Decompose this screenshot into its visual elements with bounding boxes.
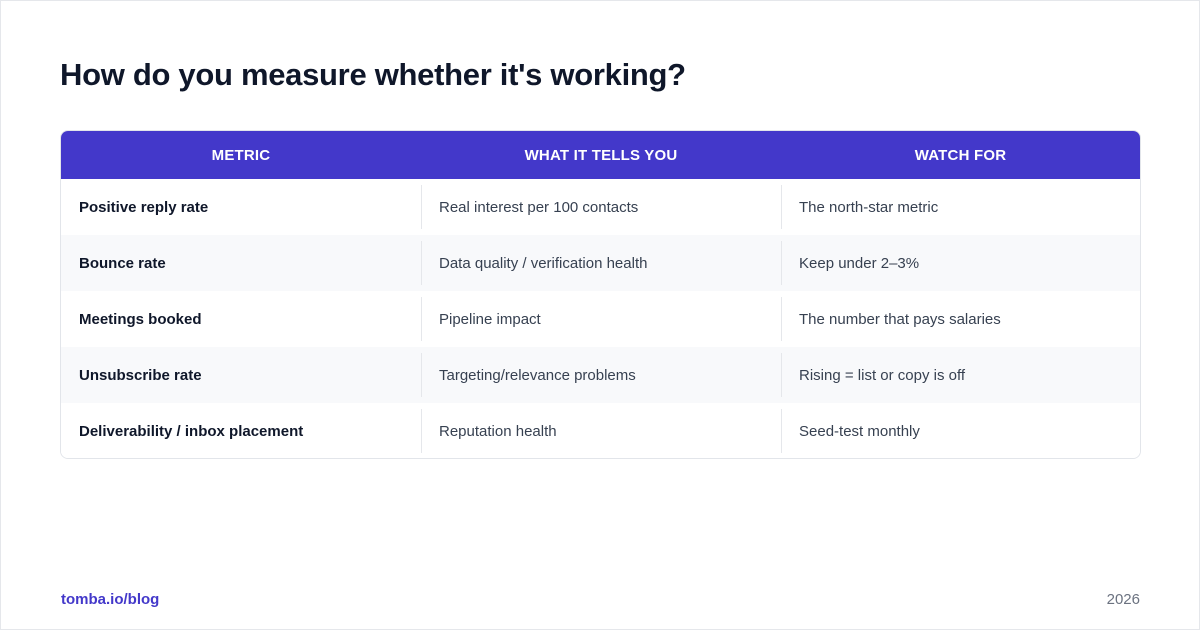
table-row: Deliverability / inbox placement Reputat… [61, 403, 1140, 458]
column-header-metric: METRIC [211, 146, 271, 164]
column-header-what-it-tells-you: WHAT IT TELLS YOU [524, 146, 678, 164]
metrics-table: METRIC WHAT IT TELLS YOU WATCH FOR Posit… [60, 130, 1141, 459]
what-it-tells-cell: Real interest per 100 contacts [421, 179, 781, 235]
metric-cell: Meetings booked [79, 310, 202, 328]
what-it-tells-cell: Data quality / verification health [421, 235, 781, 291]
watch-for-cell: Seed-test monthly [781, 403, 1140, 458]
metric-cell: Positive reply rate [79, 198, 209, 216]
what-it-tells-cell: Pipeline impact [421, 291, 781, 347]
watch-for-cell: The north-star metric [781, 179, 1140, 235]
table-row: Positive reply rate Real interest per 10… [61, 179, 1140, 235]
watch-for-cell: Keep under 2–3% [781, 235, 1140, 291]
table-row: Meetings booked Pipeline impact The numb… [61, 291, 1140, 347]
metric-cell: Bounce rate [79, 254, 166, 272]
table-header: METRIC WHAT IT TELLS YOU WATCH FOR [61, 131, 1140, 179]
blog-link[interactable]: tomba.io/blog [61, 591, 160, 608]
watch-for-cell: The number that pays salaries [781, 291, 1140, 347]
footer-year: 2026 [1106, 591, 1140, 608]
metric-cell: Deliverability / inbox placement [79, 422, 304, 440]
table-row: Bounce rate Data quality / verification … [61, 235, 1140, 291]
column-header-watch-for: WATCH FOR [914, 146, 1007, 164]
what-it-tells-cell: Targeting/relevance problems [421, 347, 781, 403]
watch-for-cell: Rising = list or copy is off [781, 347, 1140, 403]
page-title: How do you measure whether it's working? [60, 57, 686, 92]
table-row: Unsubscribe rate Targeting/relevance pro… [61, 347, 1140, 403]
what-it-tells-cell: Reputation health [421, 403, 781, 458]
metric-cell: Unsubscribe rate [79, 366, 202, 384]
